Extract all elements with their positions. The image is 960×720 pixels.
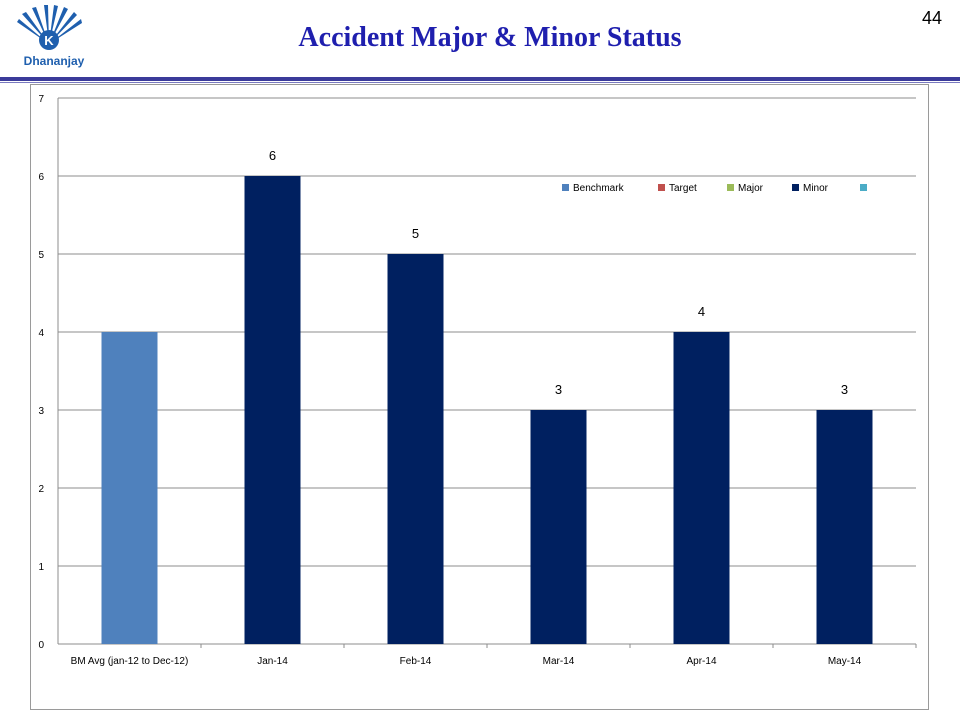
header-rule — [0, 77, 960, 81]
bar — [530, 410, 587, 644]
company-logo: K Dhananjay — [4, 4, 94, 68]
y-tick-label: 4 — [38, 328, 44, 339]
header-rule-thin — [0, 82, 960, 83]
bar — [673, 332, 730, 644]
page-number: 44 — [921, 8, 942, 28]
y-tick-label: 6 — [38, 172, 44, 183]
y-tick-label: 0 — [38, 640, 44, 651]
data-label: 6 — [269, 148, 276, 163]
page-title: Accident Major & Minor Status — [298, 22, 682, 53]
x-tick-label: Feb-14 — [400, 656, 432, 667]
legend-swatch — [727, 184, 734, 191]
data-label: 3 — [841, 382, 848, 397]
legend-label: Target — [669, 183, 697, 194]
bar — [387, 254, 444, 644]
bar — [244, 176, 301, 644]
legend-label: Major — [738, 183, 764, 194]
bar — [101, 332, 158, 644]
y-tick-label: 7 — [38, 94, 44, 105]
legend-swatch — [792, 184, 799, 191]
bar-chart: 0 1 2 3 4 5 6 7 BM Avg (jan-12 to Dec-12) 6 Jan-14… — [38, 94, 917, 667]
data-label: 5 — [412, 226, 419, 241]
y-tick-label: 3 — [38, 406, 44, 417]
x-tick-label: May-14 — [828, 656, 862, 667]
legend-swatch — [562, 184, 569, 191]
y-tick-label: 1 — [38, 562, 44, 573]
x-tick-label: Jan-14 — [257, 656, 288, 667]
data-label: 4 — [698, 304, 705, 319]
y-tick-label: 2 — [38, 484, 44, 495]
legend-label: Minor — [803, 183, 829, 194]
x-tick-label: BM Avg (jan-12 to Dec-12) — [71, 656, 189, 667]
data-label: 3 — [555, 382, 562, 397]
bar — [816, 410, 873, 644]
logo-emblem: K — [17, 5, 82, 50]
legend-swatch — [658, 184, 665, 191]
svg-text:K: K — [44, 33, 54, 48]
x-tick-label: Apr-14 — [686, 656, 716, 667]
legend-label: Benchmark — [573, 183, 625, 194]
y-tick-label: 5 — [38, 250, 44, 261]
brand-name: Dhananjay — [23, 54, 85, 68]
x-tick-label: Mar-14 — [543, 656, 575, 667]
legend-swatch — [860, 184, 867, 191]
chart-frame: 0 1 2 3 4 5 6 7 BM Avg (jan-12 to Dec-12) 6 Jan-14… — [30, 84, 929, 710]
